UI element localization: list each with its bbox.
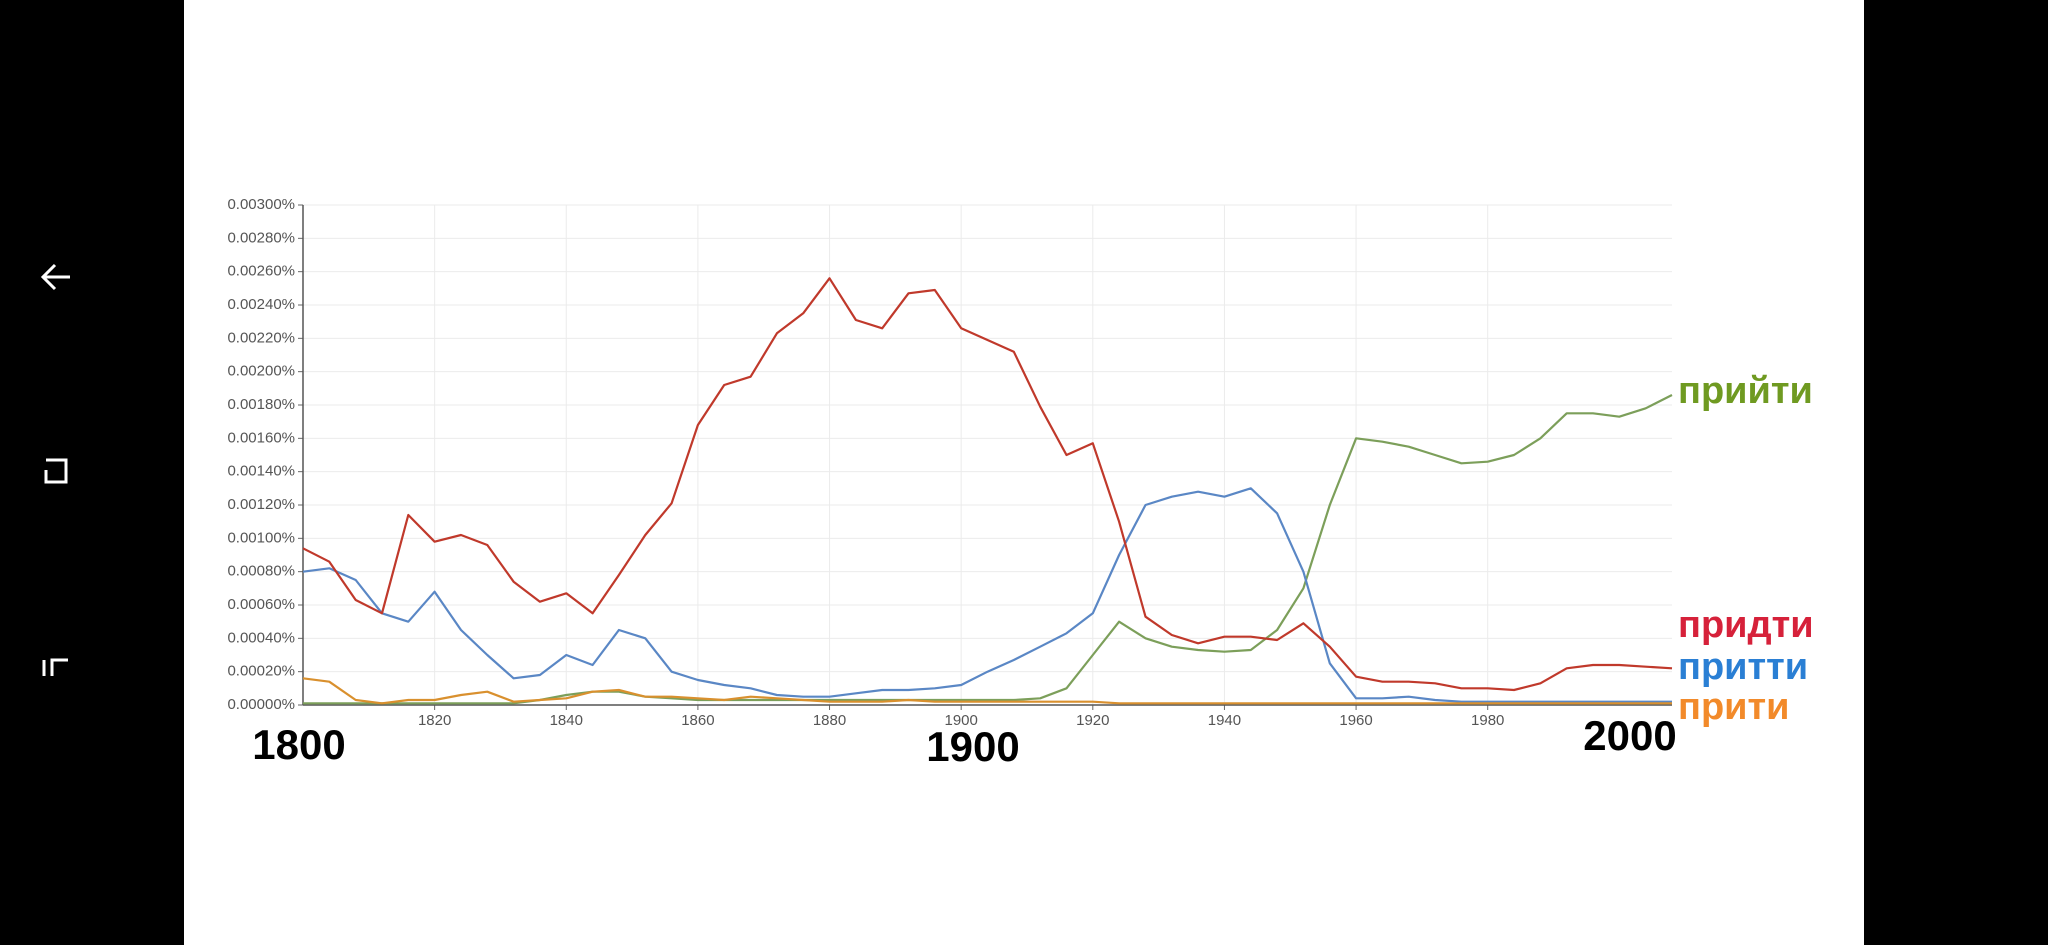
x-tick-label: 1860 bbox=[681, 712, 714, 729]
recents-button[interactable] bbox=[44, 458, 68, 484]
y-tick-label: 0.00200% bbox=[227, 363, 295, 380]
series-label: прийти bbox=[1678, 370, 1813, 412]
y-tick-label: 0.00040% bbox=[227, 629, 295, 646]
nav-bar bbox=[0, 0, 184, 945]
side-bar bbox=[1864, 0, 2048, 945]
year-annotation: 2000 bbox=[1583, 712, 1676, 759]
x-tick-label: 1940 bbox=[1208, 712, 1241, 729]
home-button[interactable] bbox=[42, 658, 68, 676]
series-label: придти bbox=[1678, 604, 1814, 646]
year-annotation: 1900 bbox=[926, 723, 1019, 770]
year-annotation: 1800 bbox=[252, 721, 345, 768]
series-line bbox=[302, 487, 1672, 703]
y-tick-label: 0.00260% bbox=[227, 263, 295, 280]
y-tick-label: 0.00160% bbox=[227, 429, 295, 446]
recents-icon bbox=[44, 458, 68, 484]
x-tick-label: 1880 bbox=[813, 712, 846, 729]
series-line bbox=[302, 677, 1672, 705]
y-tick-label: 0.00120% bbox=[227, 496, 295, 513]
x-tick-label: 1900 bbox=[944, 712, 977, 729]
y-tick-label: 0.00220% bbox=[227, 329, 295, 346]
series-line bbox=[302, 277, 1673, 692]
x-tick-label: 1820 bbox=[418, 712, 451, 729]
series-label: прити bbox=[1678, 686, 1790, 728]
x-tick-label: 1980 bbox=[1471, 712, 1504, 729]
chart: 0.00000% 0.00020% 0.00040% 0.00060% 0.00080%… bbox=[227, 196, 1813, 770]
y-tick-label: 0.00000% bbox=[227, 696, 295, 713]
x-tick-label: 1840 bbox=[550, 712, 583, 729]
y-tick-label: 0.00280% bbox=[227, 229, 295, 246]
x-tick-label: 1920 bbox=[1076, 712, 1109, 729]
series-label: притти bbox=[1678, 646, 1808, 688]
y-tick-label: 0.00180% bbox=[227, 396, 295, 413]
image-viewer bbox=[184, 0, 1864, 945]
y-tick-label: 0.00240% bbox=[227, 296, 295, 313]
back-button[interactable] bbox=[40, 263, 70, 291]
y-tick-label: 0.00300% bbox=[227, 196, 295, 213]
y-tick-label: 0.00100% bbox=[227, 529, 295, 546]
back-icon bbox=[40, 263, 70, 291]
home-icon bbox=[42, 658, 68, 676]
y-tick-label: 0.00060% bbox=[227, 596, 295, 613]
x-tick-label: 1960 bbox=[1339, 712, 1372, 729]
y-tick-label: 0.00140% bbox=[227, 463, 295, 480]
y-tick-label: 0.00020% bbox=[227, 663, 295, 680]
y-tick-label: 0.00080% bbox=[227, 563, 295, 580]
